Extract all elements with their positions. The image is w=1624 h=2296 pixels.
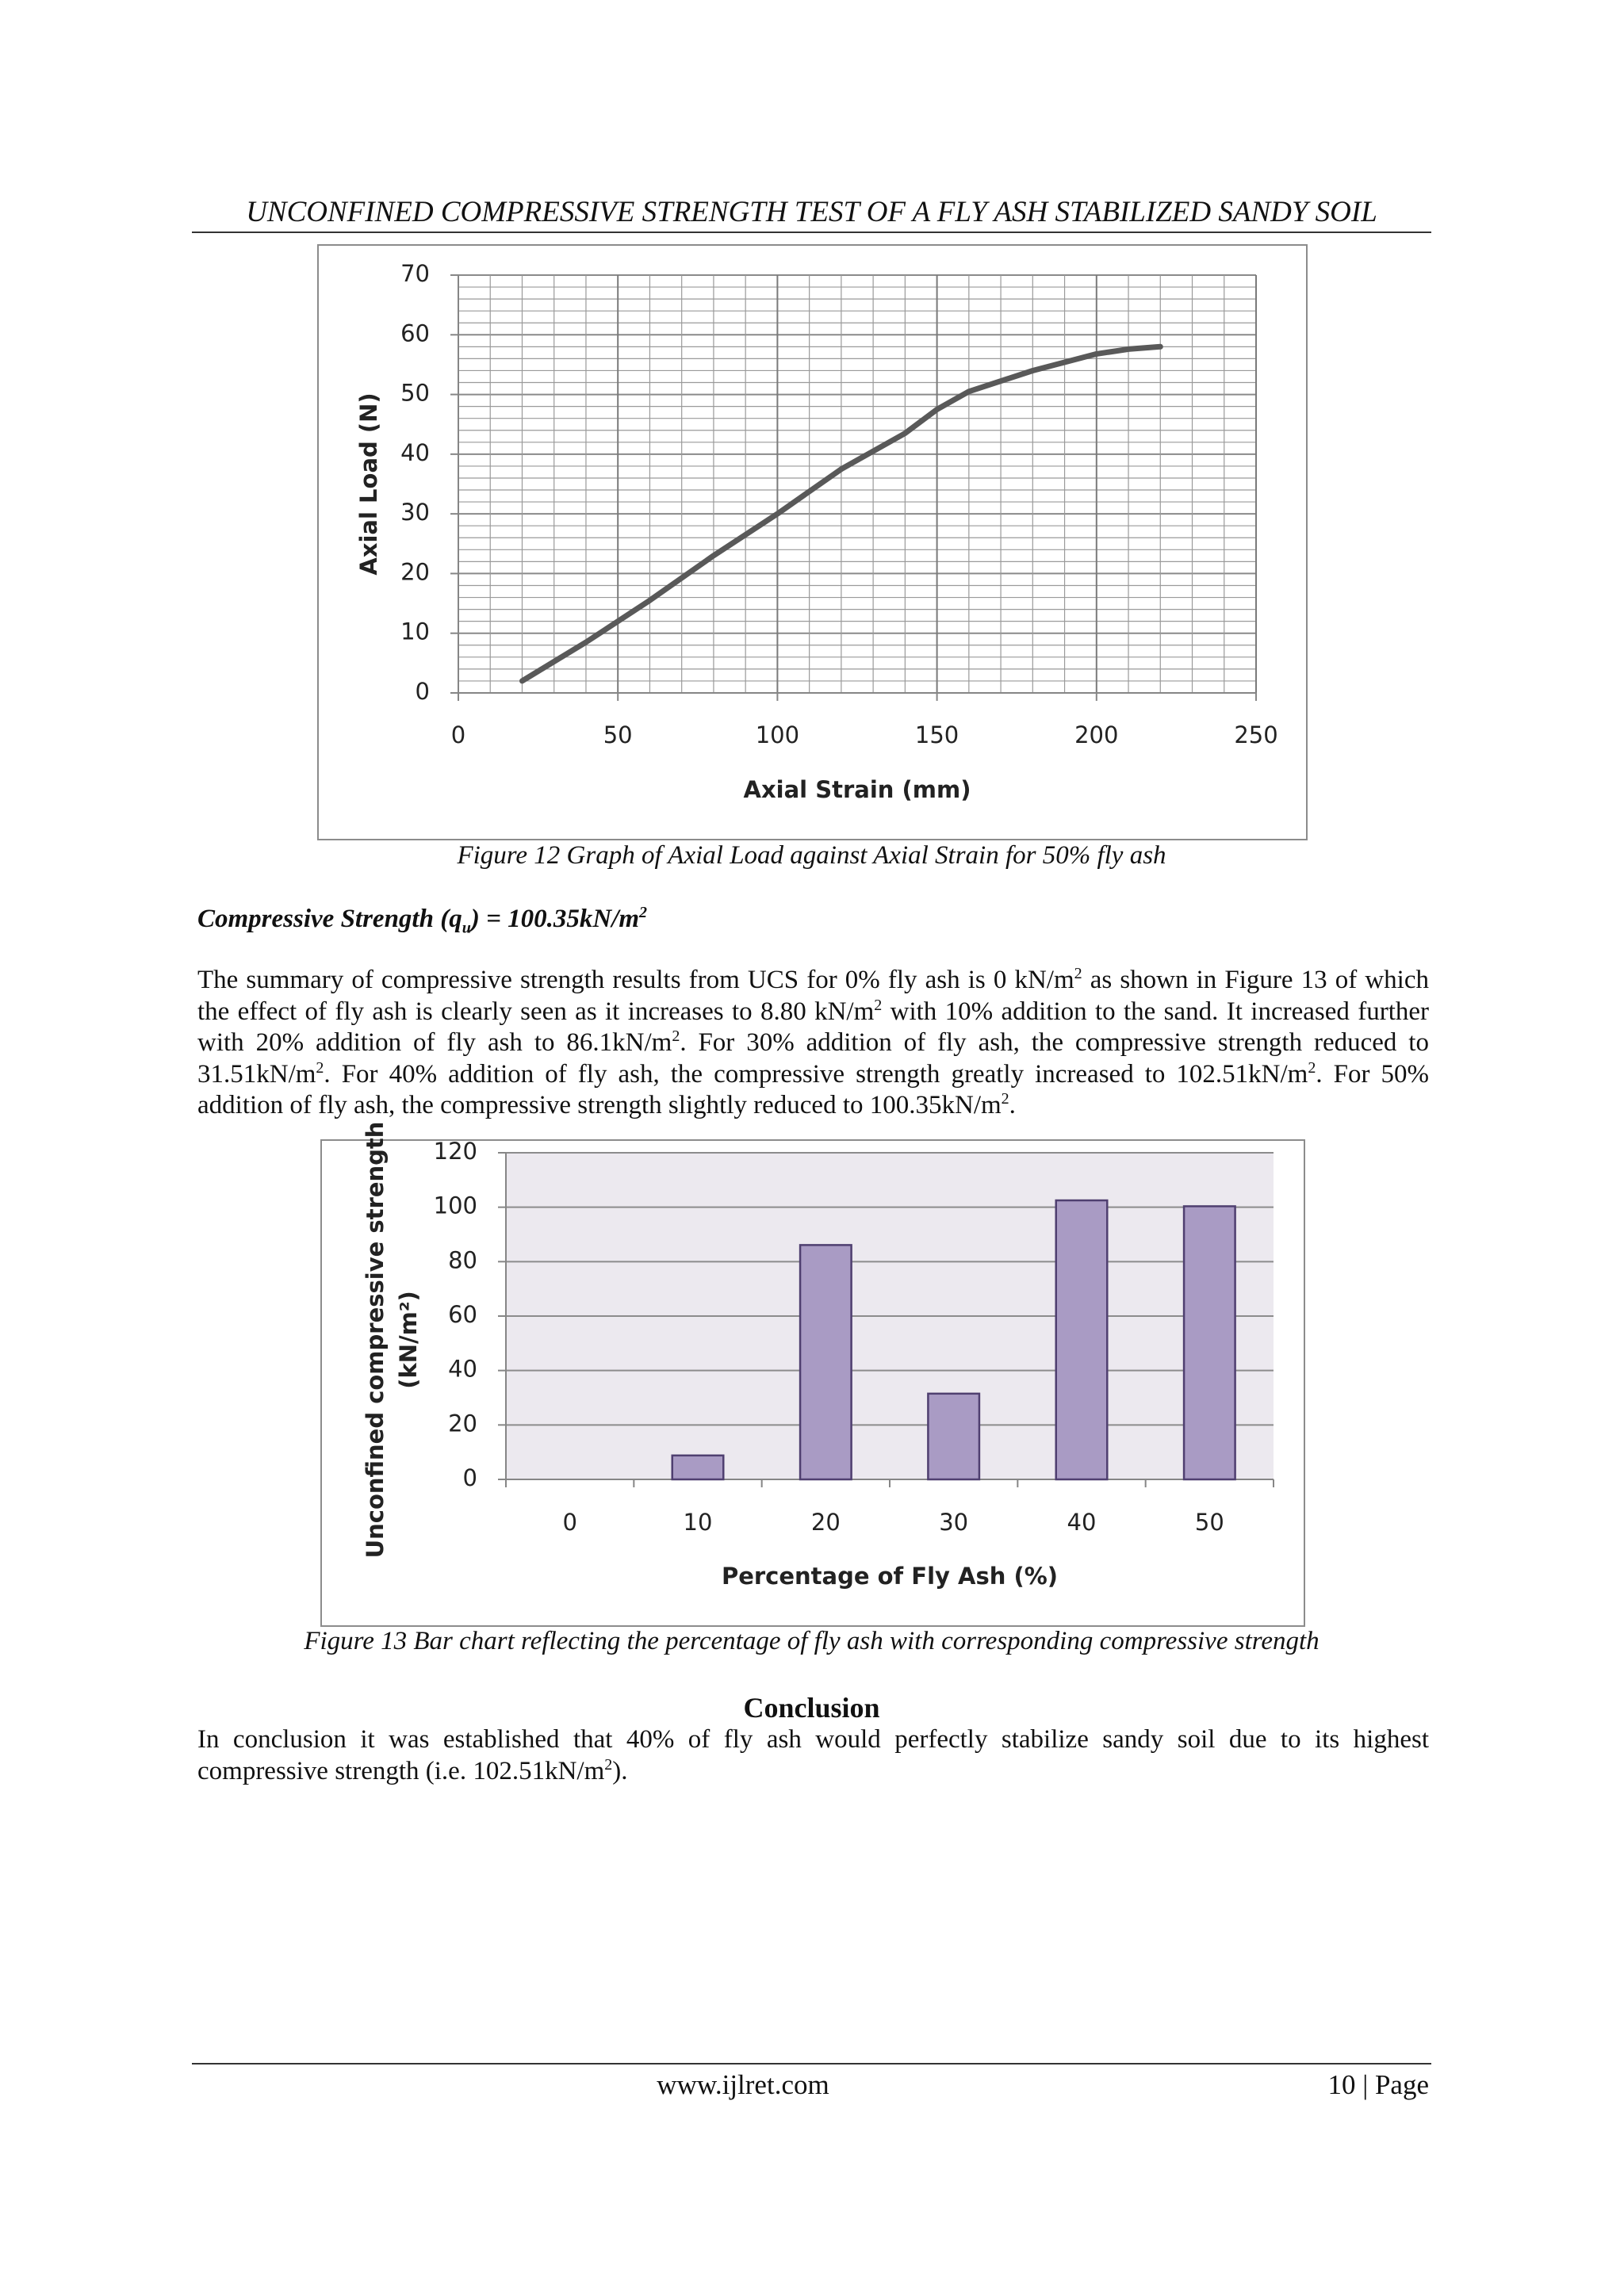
y-tick-label: 20 (448, 1410, 477, 1437)
y-tick-label: 40 (448, 1356, 477, 1383)
x-tick-label: 0 (451, 721, 465, 748)
text-run: with 10% addition to the sand. It increa… (197, 997, 1430, 1058)
x-tick-label: 250 (1234, 721, 1277, 748)
superscript: 2 (672, 1027, 680, 1045)
bar (927, 1392, 981, 1481)
text-run: . For 50% addition of fly ash, the compr… (197, 1059, 1429, 1120)
x-tick-label: 50 (603, 721, 633, 748)
y-tick-label: 0 (416, 678, 430, 705)
superscript: 2 (316, 1058, 324, 1077)
text-run: ). (612, 1756, 628, 1785)
superscript: 2 (1308, 1058, 1316, 1077)
y-tick-label: 40 (400, 439, 430, 466)
figure-caption: Figure 13 Bar chart reflecting the perce… (304, 1627, 1320, 1655)
running-header: UNCONFINED COMPRESSIVE STRENGTH TEST OF … (246, 196, 1377, 228)
footer-rule (192, 2063, 1431, 2064)
bar (799, 1244, 852, 1481)
y-axis-title: Unconfined compressive strength (362, 1122, 389, 1559)
data-line (519, 343, 1163, 684)
text-run: In conclusion it was established that 40… (197, 1725, 1429, 1785)
y-tick-label: 20 (400, 558, 430, 585)
footer-url: www.ijlret.com (657, 2069, 829, 2100)
section-heading: Conclusion (743, 1692, 880, 1724)
x-axis-title: Axial Strain (mm) (744, 776, 971, 803)
y-axis-title: Axial Load (N) (355, 392, 382, 575)
text-run: . For 40% addition of fly ash, the compr… (324, 1059, 1308, 1089)
x-tick-label: 10 (684, 1509, 713, 1536)
header-rule (192, 232, 1431, 233)
result-line: Compressive Strength (qu) = 100.35kN/m2 (197, 904, 1429, 936)
x-tick-label: 150 (915, 721, 959, 748)
y-tick-label: 80 (448, 1246, 477, 1273)
bar (1055, 1199, 1109, 1481)
x-tick-label: 100 (756, 721, 799, 748)
y-tick-label: 60 (400, 320, 430, 346)
x-tick-label: 20 (811, 1509, 841, 1536)
superscript: 2 (1074, 965, 1082, 982)
page-number: 10 | Page (1327, 2069, 1429, 2100)
text-run: . For 30% addition of fly ash, the compr… (197, 1028, 1429, 1089)
y-tick-label: 70 (400, 260, 430, 287)
chart-frame (317, 244, 1308, 840)
text-run: . (1009, 1091, 1016, 1119)
y-axis-title: (kN/m²) (395, 1291, 422, 1389)
y-tick-label: 30 (400, 499, 430, 526)
superscript: 2 (874, 996, 883, 1014)
y-tick-label: 100 (434, 1192, 477, 1219)
summary-paragraph: The summary of compressive strength resu… (197, 965, 1429, 1122)
y-tick-label: 0 (463, 1464, 477, 1491)
bar (671, 1454, 725, 1481)
superscript: 2 (604, 1755, 613, 1774)
bar (1182, 1205, 1236, 1481)
text-run: as shown in Figure 13 of which the effec… (197, 966, 1429, 1026)
x-tick-label: 200 (1074, 721, 1118, 748)
conclusion-paragraph: In conclusion it was established that 40… (197, 1724, 1429, 1787)
subscript: u (462, 919, 471, 937)
y-tick-label: 60 (448, 1301, 477, 1328)
x-tick-label: 30 (939, 1509, 968, 1536)
text-run: Compressive Strength (q (197, 905, 462, 933)
x-axis-title: Percentage of Fly Ash (%) (722, 1563, 1058, 1590)
superscript: 2 (1001, 1090, 1009, 1108)
y-tick-label: 50 (400, 380, 430, 407)
superscript: 2 (639, 904, 648, 921)
figure-caption: Figure 12 Graph of Axial Load against Ax… (457, 841, 1166, 870)
text-run: ) = 100.35kN/m (470, 905, 640, 933)
x-tick-label: 50 (1195, 1509, 1224, 1536)
text-run: The summary of compressive strength resu… (197, 966, 1074, 994)
x-tick-label: 40 (1067, 1509, 1097, 1536)
y-tick-label: 10 (400, 618, 430, 645)
x-tick-label: 0 (562, 1509, 576, 1536)
y-tick-label: 120 (434, 1138, 477, 1165)
